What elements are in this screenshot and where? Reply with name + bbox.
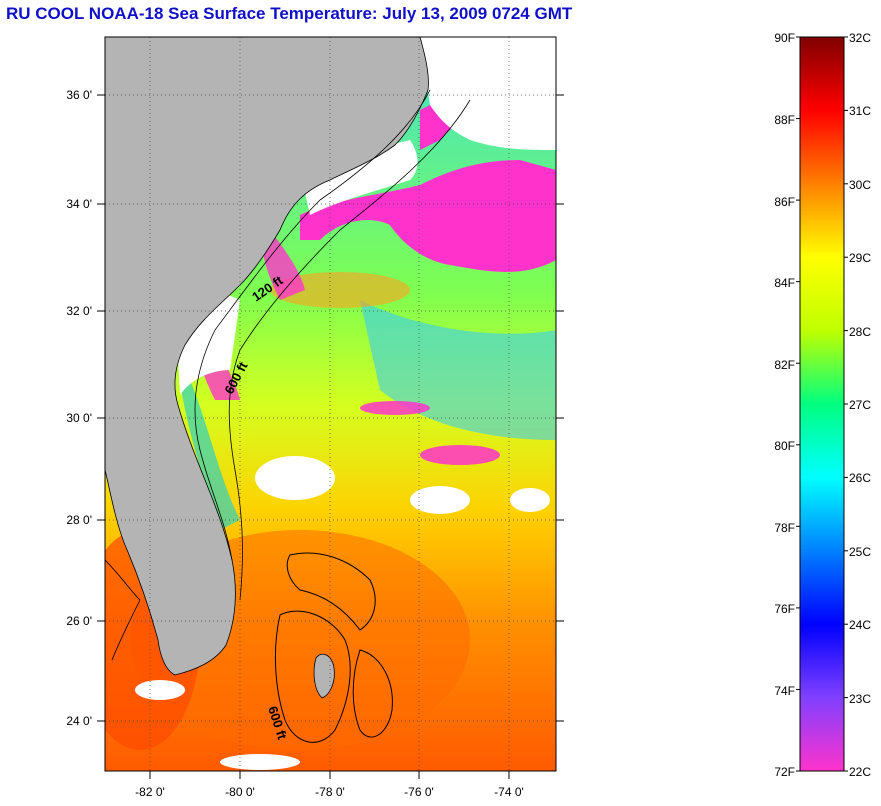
colorbar-label-74f: 74F <box>774 684 795 698</box>
bahamas-bank-east <box>352 649 393 738</box>
colorbar-ticks <box>796 36 848 772</box>
land-bahamas-andros <box>313 653 335 699</box>
colorbar-label-31c: 31C <box>849 104 871 118</box>
cloud-mask-offshore-2 <box>410 486 470 514</box>
colorbar-label-84f: 84F <box>774 276 795 290</box>
colorbar-label-86f: 86F <box>774 195 795 209</box>
cold-patch-offshore-2 <box>420 445 500 465</box>
colorbar-label-27c: 27C <box>849 398 871 412</box>
colorbar-label-32c: 32C <box>849 31 871 45</box>
colorbar-label-24c: 24C <box>849 618 871 632</box>
colorbar <box>799 36 845 772</box>
lat-label-28: 28 0' <box>66 513 92 527</box>
lat-label-36: 36 0' <box>66 88 92 102</box>
cloud-mask-shelf <box>300 140 418 215</box>
colorbar-label-72f: 72F <box>774 765 795 779</box>
cloud-mask-offshore <box>255 456 335 500</box>
cloud-mask-gulf <box>135 680 185 700</box>
lon-label-74: -74 0' <box>494 785 524 799</box>
bahamas-bank-north <box>286 552 376 631</box>
colorbar-label-26c: 26C <box>849 471 871 485</box>
colorbar-label-88f: 88F <box>774 113 795 127</box>
contour-600ft <box>228 99 471 601</box>
lat-label-30: 30 0' <box>66 411 92 425</box>
colorbar-label-76f: 76F <box>774 602 795 616</box>
map-title: RU COOL NOAA-18 Sea Surface Temperature:… <box>6 4 573 23</box>
colorbar-label-80f: 80F <box>774 439 795 453</box>
lon-label-76: -76 0' <box>404 785 434 799</box>
lat-label-26: 26 0' <box>66 614 92 628</box>
colorbar-label-22c: 22C <box>849 765 871 779</box>
contour-gulf <box>105 559 141 661</box>
lat-label-24: 24 0' <box>66 714 92 728</box>
colorbar-label-78f: 78F <box>774 521 795 535</box>
lat-label-34: 34 0' <box>66 197 92 211</box>
colorbar-label-29c: 29C <box>849 251 871 265</box>
colorbar-label-25c: 25C <box>849 545 871 559</box>
lon-label-82: -82 0' <box>135 785 165 799</box>
cold-coastal-patch <box>262 230 305 300</box>
colorbar-label-30c: 30C <box>849 178 871 192</box>
map-ticks <box>97 94 564 779</box>
lon-label-78: -78 0' <box>315 785 345 799</box>
cloud-mask-north <box>420 37 556 150</box>
warm-filament <box>270 272 410 308</box>
cold-upwelling-region <box>300 160 556 272</box>
contour-120ft <box>194 89 431 561</box>
bahamas-bank-great <box>274 610 351 743</box>
cloud-mask-south <box>220 754 300 770</box>
cold-patch-offshore <box>360 401 430 415</box>
lat-label-32: 32 0' <box>66 304 92 318</box>
colorbar-label-82f: 82F <box>774 358 795 372</box>
colorbar-label-28c: 28C <box>849 325 871 339</box>
lon-label-80: -80 0' <box>225 785 255 799</box>
map-plot-area: 120 ft 600 ft 600 ft <box>105 37 556 771</box>
cloud-mask-east <box>510 488 550 512</box>
colorbar-label-90f: 90F <box>774 31 795 45</box>
colorbar-label-23c: 23C <box>849 692 871 706</box>
